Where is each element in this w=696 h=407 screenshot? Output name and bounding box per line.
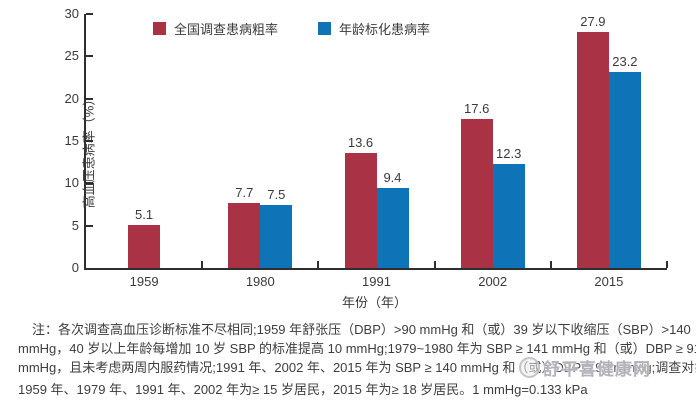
x-tick bbox=[317, 261, 320, 268]
bar-value-label: 7.7 bbox=[235, 184, 254, 200]
bar-value-label: 27.9 bbox=[580, 13, 606, 29]
y-tick-label: 15 bbox=[64, 133, 79, 148]
legend-label: 年龄标化患病率 bbox=[339, 22, 431, 37]
x-tick-label: 2015 bbox=[594, 274, 624, 289]
legend: 全国调查患病粗率 年龄标化患病率 bbox=[153, 19, 430, 38]
y-tick-label: 10 bbox=[64, 175, 79, 191]
legend-swatch-red bbox=[153, 22, 166, 35]
bar-value-label: 5.1 bbox=[135, 206, 154, 222]
legend-item-crude-rate: 全国调查患病粗率 bbox=[153, 19, 278, 38]
note-line: mmHg，且未考虑两周内服药情况;1991 年、2002 年、2015 年为 S… bbox=[18, 360, 696, 375]
bar-value-label: 17.6 bbox=[464, 101, 490, 116]
legend-label: 全国调查患病粗率 bbox=[174, 22, 279, 37]
x-tick bbox=[549, 261, 552, 268]
x-tick bbox=[201, 261, 204, 268]
bar-1959-crude bbox=[128, 224, 161, 268]
y-tick bbox=[86, 55, 93, 58]
footnote: 注：各次调查高血压诊断标准不尽相同;1959 年舒张压（DBP）>90 mmHg… bbox=[18, 320, 696, 399]
bar-2015-standardized bbox=[608, 71, 641, 268]
x-axis-label: 年份（年） bbox=[341, 295, 407, 310]
bar-2002-standardized bbox=[492, 163, 525, 268]
bar-value-label: 9.4 bbox=[383, 170, 402, 186]
legend-swatch-blue bbox=[318, 22, 332, 35]
x-tick bbox=[433, 261, 436, 268]
y-tick bbox=[86, 140, 93, 142]
y-tick-label: 25 bbox=[64, 48, 79, 64]
bar-value-label: 23.2 bbox=[612, 53, 638, 69]
bar-1991-standardized bbox=[376, 188, 409, 268]
bar-1980-crude bbox=[228, 202, 261, 268]
plot-area: 高血压患病率（%） 0 5 10 15 20 25 30 5.1 1959 7.7 7.5 1980 1… bbox=[65, 7, 668, 289]
bar-value-label: 12.3 bbox=[496, 145, 522, 161]
y-tick-label: 5 bbox=[71, 217, 79, 233]
x-tick bbox=[666, 261, 668, 268]
y-tick bbox=[86, 224, 93, 227]
y-axis-label: 高血压患病率（%） bbox=[81, 92, 97, 209]
note-line: 注：各次调查高血压诊断标准不尽相同;1959 年舒张压（DBP）>90 mmHg… bbox=[32, 322, 691, 337]
x-tick-label: 1991 bbox=[362, 274, 391, 289]
note-line: mmHg，40 岁以上年龄每增加 10 岁 SBP 的标准提高 10 mmHg;… bbox=[18, 341, 696, 356]
y-tick-label: 20 bbox=[64, 90, 79, 106]
y-tick bbox=[86, 182, 93, 185]
y-tick bbox=[86, 97, 93, 100]
y-tick-label: 0 bbox=[71, 260, 79, 275]
y-tick bbox=[86, 13, 93, 15]
legend-item-standardized-rate: 年龄标化患病率 bbox=[318, 19, 430, 38]
x-tick-label: 1959 bbox=[129, 274, 159, 289]
bar-1980-standardized bbox=[260, 204, 293, 268]
bar-value-label: 7.5 bbox=[267, 186, 286, 202]
note-line: 1959 年、1979 年、1991 年、2002 年为≥ 15 岁居民，201… bbox=[18, 382, 588, 397]
bar-2002-crude bbox=[460, 119, 493, 268]
x-tick-label: 2002 bbox=[478, 274, 508, 289]
y-tick-label: 30 bbox=[64, 6, 79, 21]
bar-2015-crude bbox=[576, 31, 609, 268]
bar-1991-crude bbox=[344, 152, 377, 268]
bar-value-label: 13.6 bbox=[347, 134, 374, 150]
x-tick-label: 1980 bbox=[245, 274, 275, 289]
